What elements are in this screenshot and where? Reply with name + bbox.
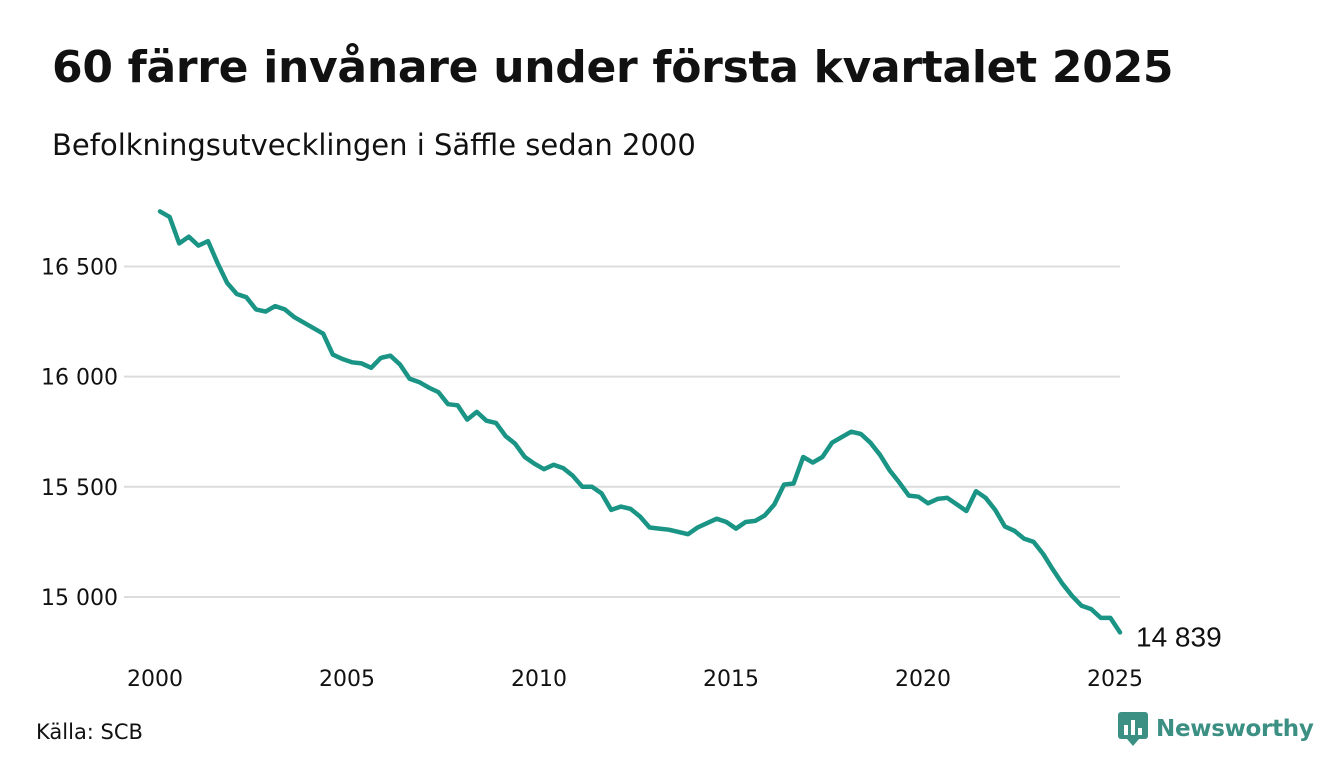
x-axis-ticks: 2000 2005 2010 2015 2020 2025 [127, 667, 1143, 692]
x-tick-label: 2010 [511, 667, 567, 692]
x-tick-label: 2000 [127, 667, 183, 692]
brand-name: Newsworthy [1156, 716, 1314, 742]
newsworthy-logo[interactable]: Newsworthy [1118, 712, 1314, 746]
y-tick-label: 15 500 [41, 476, 118, 501]
end-value-label: 14 839 [1136, 621, 1222, 652]
chart-title: 60 färre invånare under första kvartalet… [52, 42, 1174, 93]
y-axis-ticks: 15 000 15 500 16 000 16 500 [41, 255, 118, 610]
newsworthy-logo-icon [1118, 712, 1148, 746]
source-note: Källa: SCB [36, 720, 143, 744]
x-tick-label: 2005 [319, 667, 375, 692]
y-tick-label: 15 000 [41, 586, 118, 611]
gridlines [124, 265, 1120, 598]
x-tick-label: 2015 [703, 667, 759, 692]
y-tick-label: 16 500 [41, 255, 118, 280]
population-line [157, 209, 1123, 635]
x-tick-label: 2020 [895, 667, 951, 692]
chart-subtitle: Befolkningsutvecklingen i Säffle sedan 2… [52, 128, 696, 162]
x-tick-label: 2025 [1087, 667, 1143, 692]
y-tick-label: 16 000 [41, 366, 118, 391]
